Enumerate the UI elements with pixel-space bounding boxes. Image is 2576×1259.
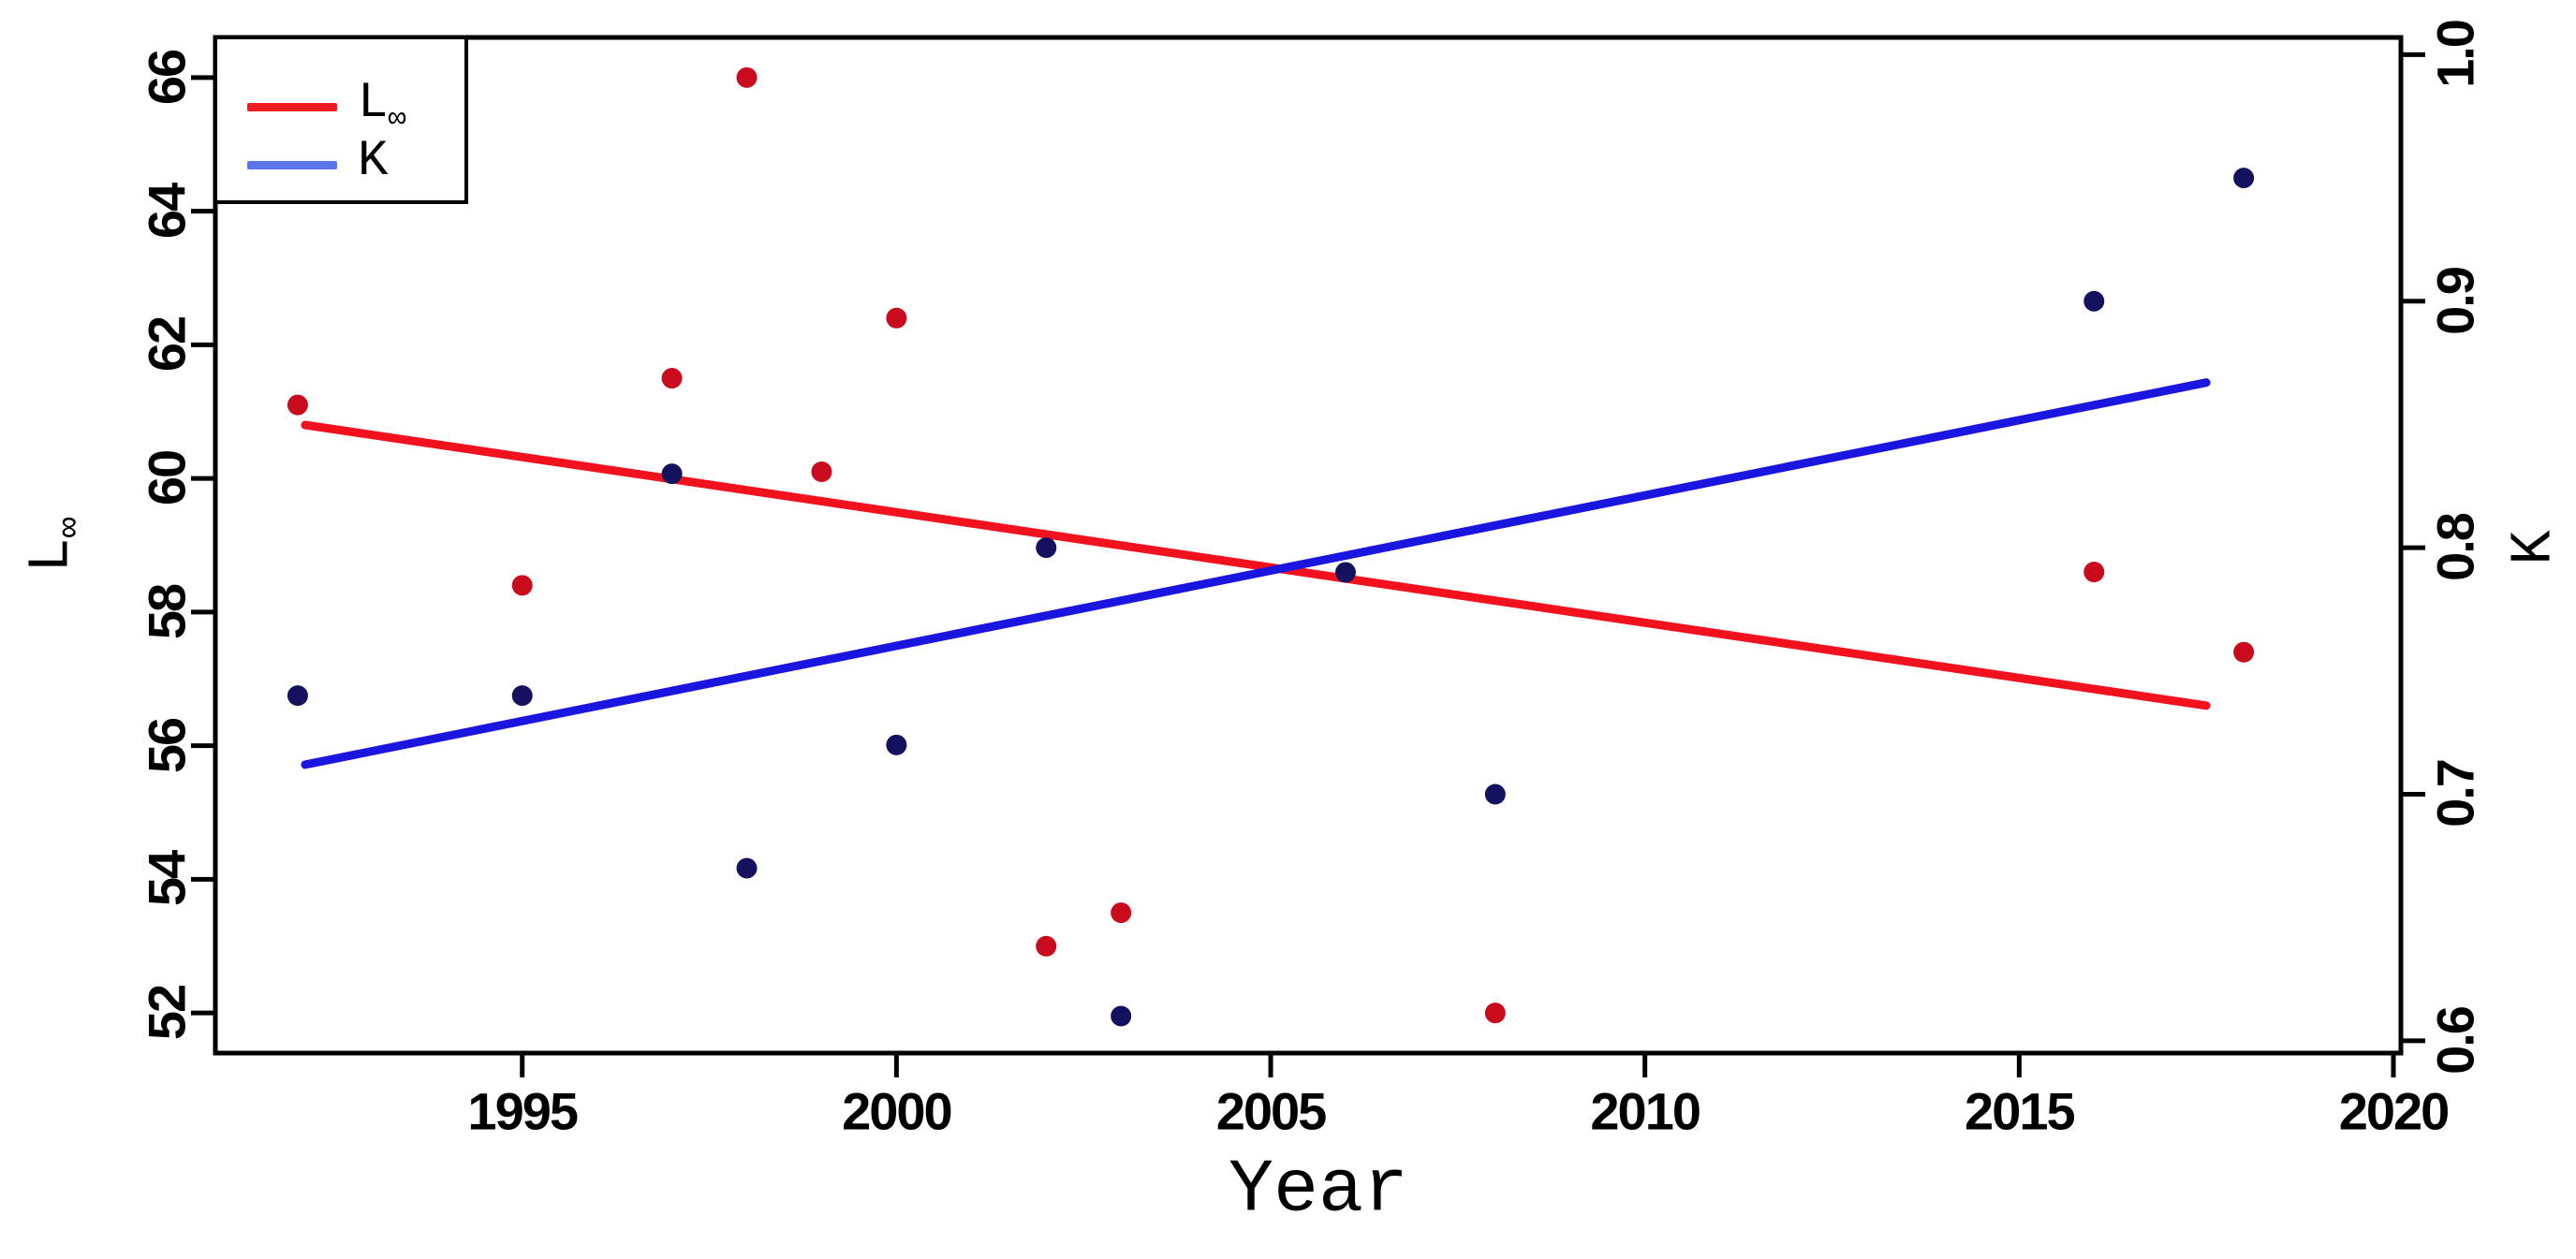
left-tick-label: 62 [137,317,197,373]
legend-label-text: K [358,133,389,191]
left-tick-label: 54 [137,852,197,907]
data-point-l-infinity [811,461,832,482]
legend-item-k: K [217,137,464,193]
legend-label-text: L [358,75,389,133]
data-point-k [511,685,533,707]
data-point-k [1484,783,1506,805]
legend-label-k: K [358,137,388,193]
left-axis-title-text: L [18,537,85,573]
data-point-l-infinity [2083,562,2105,583]
data-point-k [1036,537,1057,559]
legend-swatch-l-infinity [247,102,337,111]
x-axis-title: Year [1228,1148,1409,1234]
x-tick-label: 2000 [842,1081,953,1141]
data-point-k [736,857,758,879]
axis-frame [213,35,2404,1056]
data-point-l-infinity [2233,641,2255,663]
left-axis-title: L∞ [18,517,90,573]
data-point-l-infinity [1036,935,1057,957]
left-tick-label: 60 [137,450,197,506]
legend-label-subscript: ∞ [388,101,406,137]
data-point-k [1334,562,1356,583]
data-point-k [886,734,907,755]
data-point-k [2233,168,2255,189]
x-tick-label: 1995 [467,1081,579,1141]
data-point-k [2083,290,2105,312]
data-point-k [1111,1005,1132,1027]
right-axis-title: K [2501,530,2568,564]
left-axis-title-subscript: ∞ [51,517,91,538]
x-tick-label: 2020 [2338,1081,2451,1141]
right-tick-label: 0.9 [2425,267,2485,335]
right-tick-label: 0.6 [2425,1006,2485,1075]
left-tick-label: 52 [137,986,197,1041]
x-tick-label: 2010 [1590,1081,1701,1141]
trend-line-k [301,378,2211,769]
data-point-l-infinity [886,307,907,329]
legend: L∞ K [213,36,468,204]
data-point-l-infinity [736,66,758,88]
left-tick-label: 64 [137,183,197,239]
left-tick-label: 66 [137,50,197,105]
data-point-l-infinity [1111,902,1132,924]
left-tick-label: 56 [137,718,197,773]
right-tick-label: 0.7 [2425,760,2485,828]
left-tick-label: 58 [137,584,197,640]
data-point-l-infinity [511,575,533,596]
trend-line-l-infinity [301,420,2211,710]
x-tick-label: 2005 [1215,1081,1328,1141]
data-point-l-infinity [1484,1003,1506,1024]
data-point-k [287,685,308,707]
right-tick-label: 0.8 [2425,514,2485,582]
data-point-k [661,463,683,485]
legend-label-l-infinity: L∞ [358,79,406,135]
legend-item-l-infinity: L∞ [217,79,464,135]
data-point-l-infinity [287,394,308,416]
right-axis-title-text: K [2500,530,2568,565]
legend-swatch-k [247,160,337,169]
right-tick-label: 1.0 [2425,21,2485,89]
data-point-l-infinity [661,368,683,389]
x-tick-label: 2015 [1965,1081,2076,1141]
